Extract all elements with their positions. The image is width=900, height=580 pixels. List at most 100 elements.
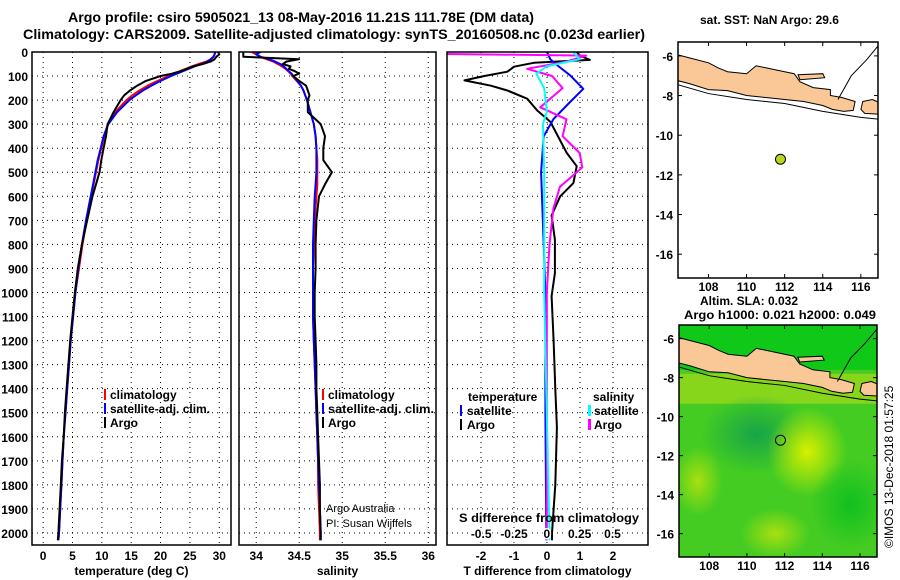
profile-lines <box>56 52 221 541</box>
series-line-satellite-adj-clim- <box>57 52 217 541</box>
map-frame <box>677 41 879 279</box>
land-madura <box>797 355 825 363</box>
x-tick-label: 0 <box>40 549 47 563</box>
title-line-1: Argo profile: csiro 5905021_13 08-May-20… <box>68 9 534 25</box>
x-tick-label: 2 <box>610 549 617 563</box>
x-tick-label: 5 <box>69 549 76 563</box>
difference-panel: -2 -1 0 1 2T difference from climatology -0.5… <box>446 51 649 578</box>
land-madura <box>797 73 826 81</box>
sst-map-title: sat. SST: NaN Argo: 29.6 <box>700 13 839 27</box>
y-tick-label: 900 <box>8 262 28 276</box>
lat-tick-label: -12 <box>657 450 675 464</box>
plot-frame <box>238 51 437 546</box>
series-line-temperature-argo <box>463 52 591 541</box>
lat-tick-label: -8 <box>663 372 674 386</box>
legend-label-satellite: satellite-adj. clim. <box>110 402 210 416</box>
legend-label-climatology: climatology <box>328 388 395 402</box>
x-tick-label: 35.5 <box>374 549 398 563</box>
s-tick-label: 0 <box>543 527 550 541</box>
x-axis-label: T difference from climatology <box>463 564 631 578</box>
lat-tick-label: -6 <box>662 50 673 64</box>
lat-tick-label: -8 <box>662 90 673 104</box>
legend-swatch-satellite <box>322 403 324 414</box>
land-lombok <box>859 380 877 397</box>
map-frame <box>678 324 878 558</box>
difference-legend: temperature satellite Argo salinity sate… <box>459 390 639 525</box>
x-tick-label: 30 <box>213 549 227 563</box>
x-tick-label: 35 <box>336 549 350 563</box>
legend-label-t-satellite: satellite <box>467 404 512 418</box>
s-tick-label: 0.25 <box>568 527 592 541</box>
lat-tick-label: -16 <box>657 528 675 542</box>
sla-map: 108 110 112 114 116 -6 -8 -10 -12 -14 -16 <box>657 324 878 573</box>
y-tick-label: 200 <box>8 94 28 108</box>
sla-field-low-east <box>810 459 877 550</box>
x-tick-label: 34 <box>250 549 264 563</box>
argo-float-marker <box>774 434 786 446</box>
profile-lines <box>447 52 591 541</box>
legend-label-satellite: satellite-adj. clim. <box>328 402 434 416</box>
legend-label-s-argo: Argo <box>594 418 622 432</box>
x-tick-label: 10 <box>95 549 109 563</box>
lat-tick-label: -16 <box>656 248 674 262</box>
plot-frame <box>446 51 649 546</box>
series-line-climatology <box>251 52 321 541</box>
legend-swatch-climatology <box>322 389 324 400</box>
argo-float-marker <box>774 153 786 165</box>
y-tick-label: 500 <box>8 166 28 180</box>
series-line-argo <box>242 52 333 541</box>
y-tick-label: 1500 <box>1 407 28 421</box>
y-tick-label: 1700 <box>1 455 28 469</box>
plot-frame <box>31 51 232 546</box>
lon-tick-label: 108 <box>698 280 718 294</box>
s-tick-label: -0.25 <box>500 527 528 541</box>
sla-map-title-1: Altim. SLA: 0.032 <box>700 294 798 308</box>
s-tick-label: 0.5 <box>604 527 621 541</box>
y-tick-label: 800 <box>8 238 28 252</box>
depth-contour <box>836 328 877 382</box>
x-tick-label: -2 <box>476 549 487 563</box>
lon-tick-label: 116 <box>851 280 871 294</box>
x-tick-label: 36 <box>422 549 436 563</box>
s-tick-label: -0.5 <box>471 527 492 541</box>
series-line-climatology <box>57 52 217 541</box>
y-tick-label: 1400 <box>1 383 28 397</box>
lon-tick-label: 112 <box>775 280 795 294</box>
legend-swatch-t-argo <box>460 419 462 430</box>
x-tick-label: 15 <box>125 549 139 563</box>
legend-swatch-s-satellite <box>588 405 591 416</box>
land-java <box>679 337 855 394</box>
legend-title-salinity: salinity <box>593 390 635 404</box>
copyright-text: ©IMOS 13-Dec-2018 01:57:25 <box>882 385 896 548</box>
y-tick-label: 300 <box>8 118 28 132</box>
y-tick-label: 1600 <box>1 431 28 445</box>
y-tick-label: 1100 <box>2 311 28 325</box>
lon-tick-label: 112 <box>775 559 795 573</box>
legend-label-t-argo: Argo <box>467 418 495 432</box>
temperature-panel: 0 5 10 15 20 25 300100200300400500600700800900… <box>1 46 232 578</box>
shelf-contour <box>678 84 878 120</box>
y-tick-label: 0 <box>21 46 28 60</box>
lon-tick-label: 114 <box>813 559 833 573</box>
x-axis-label: salinity <box>317 564 359 578</box>
legend-swatch-t-satellite <box>460 405 462 416</box>
lon-tick-label: 108 <box>699 559 719 573</box>
land-lombok <box>860 98 878 115</box>
x-tick-label: 0 <box>544 549 551 563</box>
legend-swatch-argo <box>104 417 106 428</box>
y-tick-label: 1000 <box>1 286 28 300</box>
salinity-panel: 34 34.5 35 35.5 36 salinity <box>238 51 437 578</box>
annotation-pi: PI: Susan Wijffels <box>326 518 412 530</box>
y-tick-label: 600 <box>8 190 28 204</box>
shelf-contour <box>679 366 877 402</box>
lon-tick-label: 114 <box>813 280 833 294</box>
series-line-salinity-satellite <box>535 52 581 541</box>
map-content <box>679 325 877 557</box>
salinity-legend: climatology satellite-adj. clim. Argo Ar… <box>322 388 434 530</box>
lon-tick-label: 116 <box>850 559 870 573</box>
x-tick-label: 34.5 <box>288 549 312 563</box>
x-tick-label: -1 <box>509 549 520 563</box>
y-tick-label: 1300 <box>1 359 28 373</box>
s-difference-axis-label: S difference from climatology <box>459 511 639 525</box>
sla-map-title-2: Argo h1000: 0.021 h2000: 0.049 <box>684 308 876 322</box>
